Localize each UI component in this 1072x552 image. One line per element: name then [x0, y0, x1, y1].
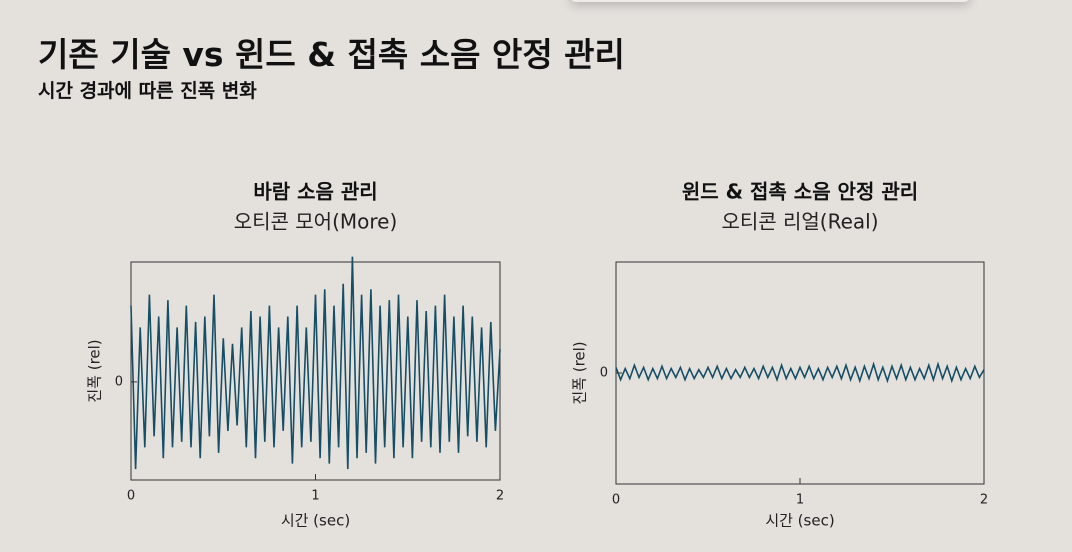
chart-subtitle: 오티콘 리얼(Real) — [721, 210, 878, 234]
y-axis-label: 진폭 (rel) — [571, 341, 589, 404]
y-tick-label: 0 — [600, 366, 608, 381]
chart-title: 윈드 & 접촉 소음 안정 관리 — [682, 180, 918, 204]
chart-title: 바람 소음 관리 — [253, 180, 377, 204]
x-tick-label: 1 — [796, 493, 804, 508]
y-axis-label: 진폭 (rel) — [86, 339, 104, 402]
x-axis-label: 시간 (sec) — [765, 512, 834, 530]
slide-subtitle: 시간 경과에 따른 진폭 변화 — [38, 80, 257, 102]
plot-frame — [615, 261, 985, 485]
slide-title: 기존 기술 vs 윈드 & 접촉 소음 안정 관리 — [38, 35, 625, 74]
chart-subtitle: 오티콘 모어(More) — [234, 210, 398, 234]
waveform — [615, 361, 985, 384]
waveform — [130, 256, 501, 470]
x-axis-label: 시간 (sec) — [281, 512, 350, 530]
x-tick-label: 2 — [496, 489, 504, 504]
x-tick-label: 2 — [980, 493, 988, 508]
x-tick-label: 0 — [612, 493, 620, 508]
card — [570, 0, 970, 2]
x-tick-label: 0 — [127, 489, 135, 504]
x-tick-label: 1 — [311, 489, 319, 504]
y-tick-label: 0 — [115, 374, 123, 389]
